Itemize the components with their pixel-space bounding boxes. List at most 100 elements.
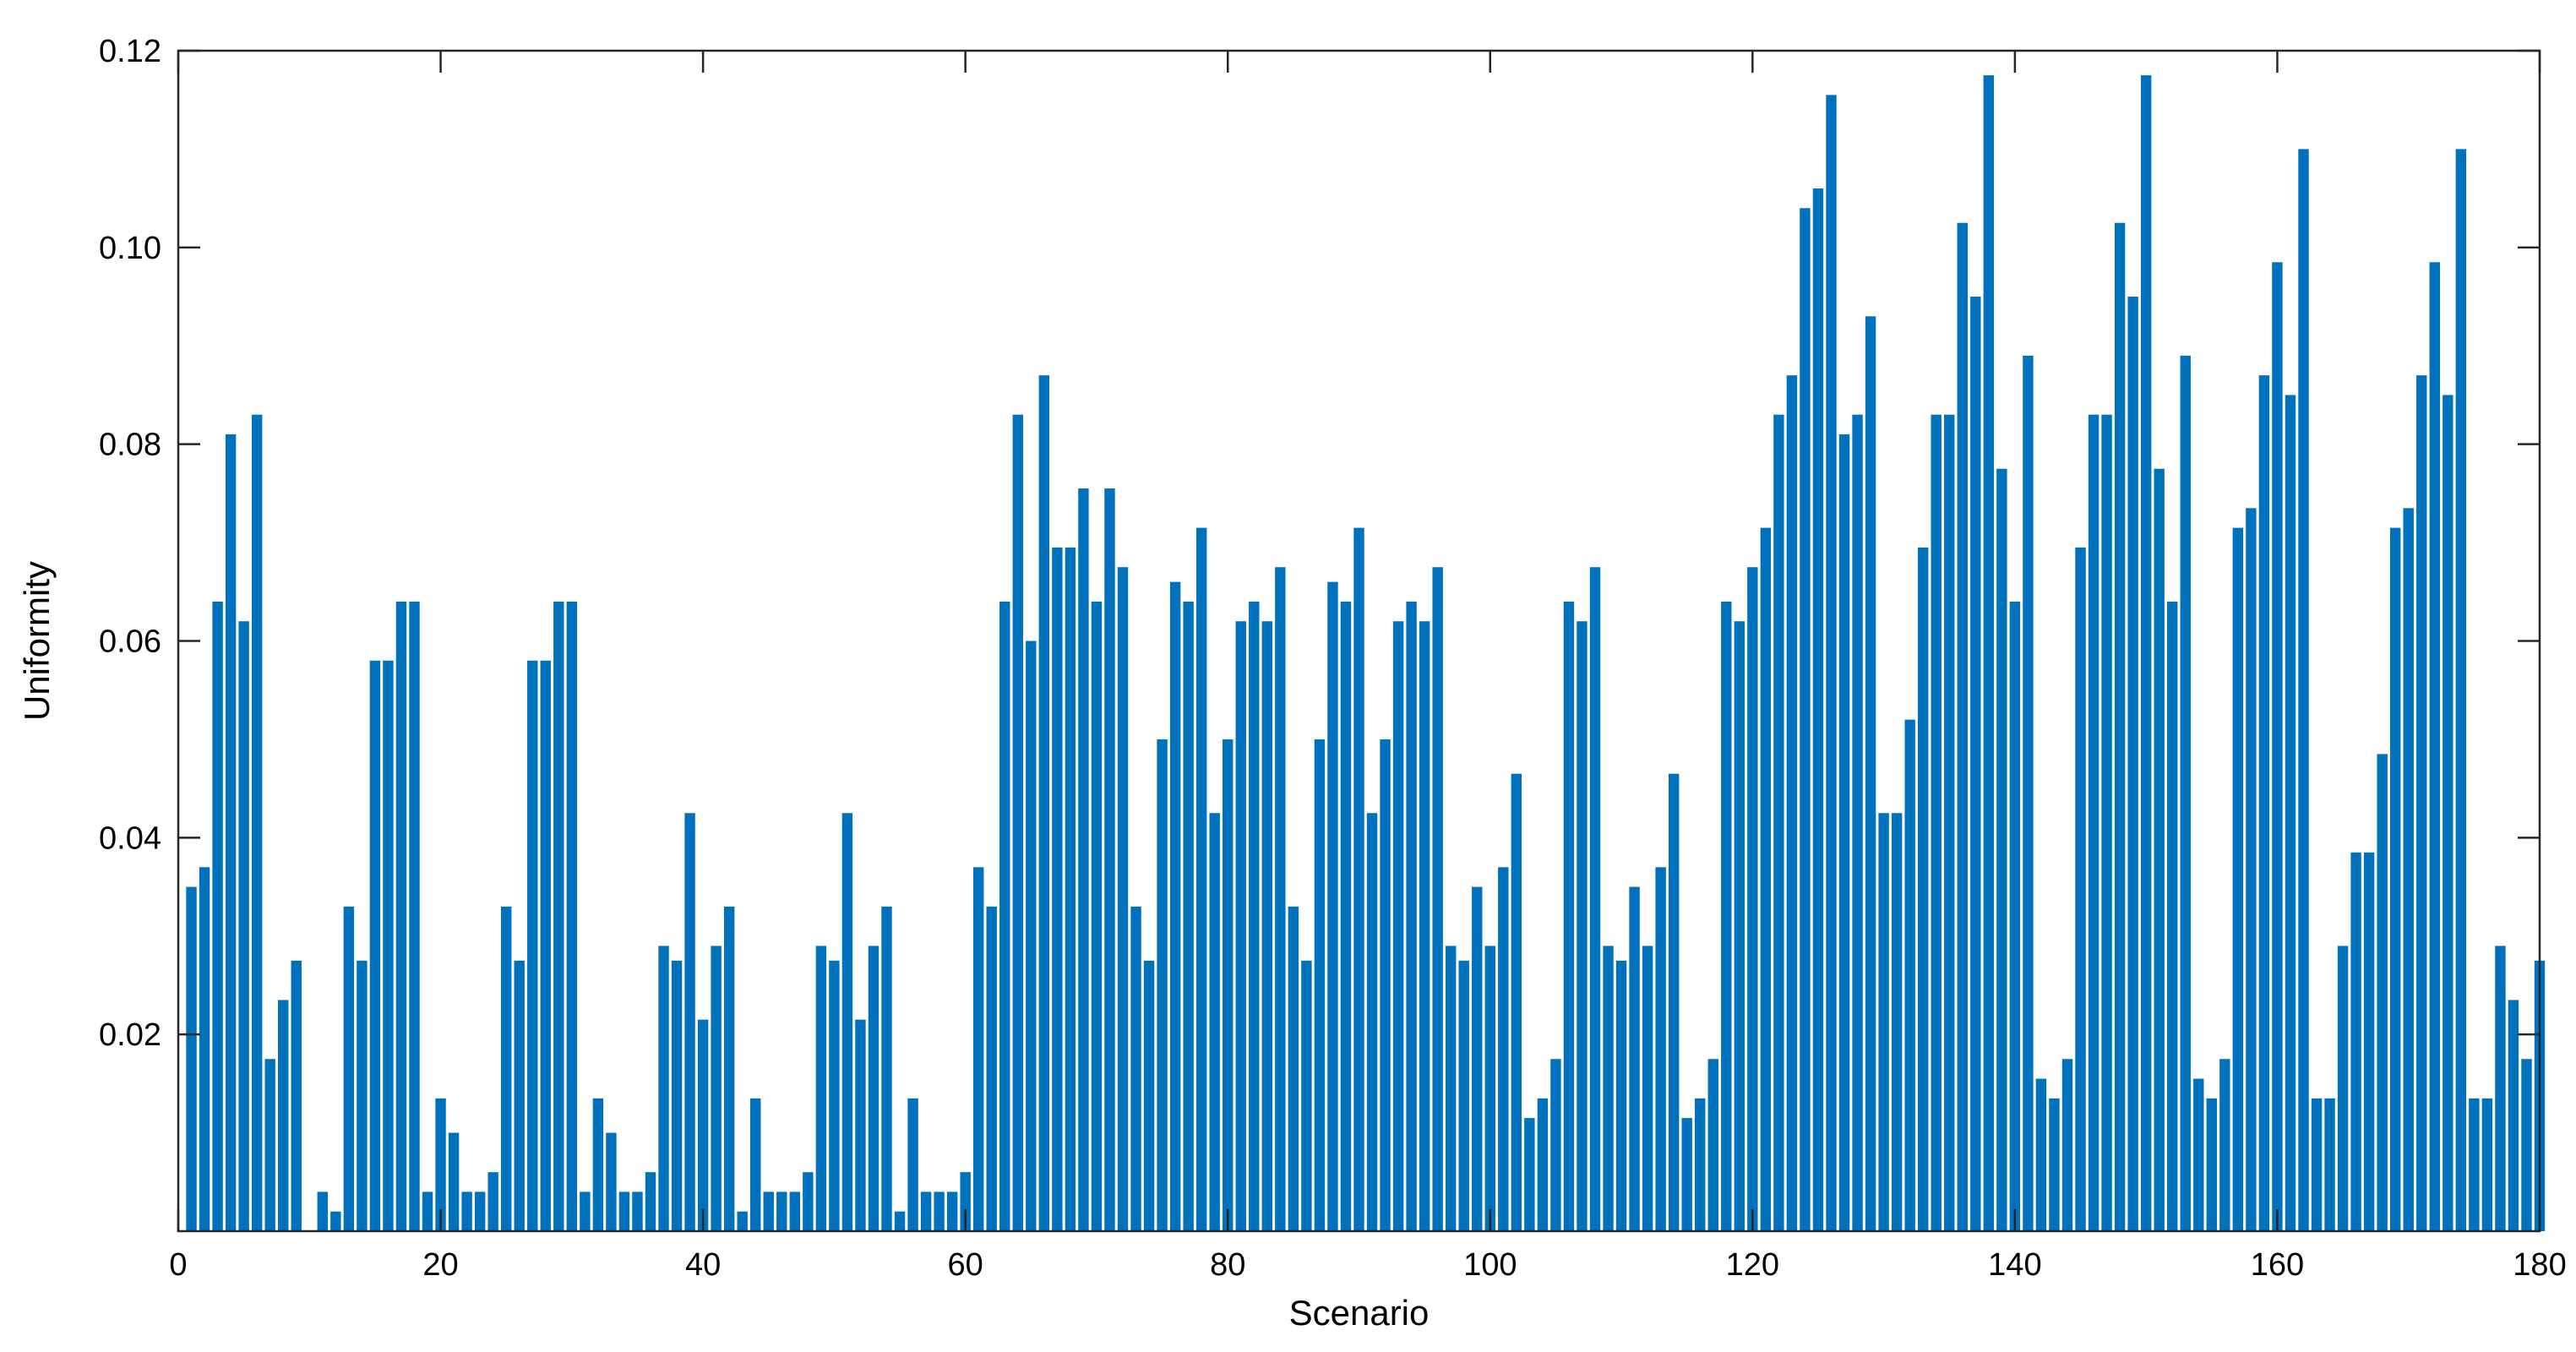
bar-scenario-30	[566, 601, 578, 1231]
x-tick-label: 100	[1463, 1247, 1517, 1283]
bar-scenario-146	[2088, 414, 2099, 1231]
bar-scenario-98	[1458, 960, 1469, 1231]
bar-scenario-78	[1195, 527, 1207, 1231]
bar-scenario-106	[1563, 601, 1575, 1231]
y-tick-label: 0.10	[99, 231, 161, 266]
bar-scenario-123	[1786, 375, 1798, 1231]
bar-scenario-11	[317, 1191, 329, 1231]
bar-scenario-112	[1642, 946, 1653, 1231]
bar-scenario-46	[776, 1191, 787, 1231]
bar-scenario-54	[881, 906, 892, 1231]
y-axis-label: Uniformity	[17, 561, 57, 721]
bar-scenario-65	[1026, 641, 1037, 1231]
bar-scenario-68	[1065, 547, 1076, 1231]
bar-scenario-32	[592, 1098, 604, 1231]
bar-scenario-95	[1419, 621, 1430, 1231]
bar-scenario-23	[474, 1191, 486, 1231]
bar-scenario-45	[763, 1191, 774, 1231]
bar-scenario-84	[1275, 567, 1286, 1231]
bar-scenario-178	[2508, 1000, 2519, 1231]
bar-scenario-86	[1301, 960, 1312, 1231]
bar-scenario-44	[750, 1098, 761, 1231]
bar-scenario-48	[803, 1172, 814, 1231]
bar-scenario-40	[697, 1019, 709, 1231]
bar-scenario-28	[540, 660, 551, 1231]
bar-scenario-70	[1091, 601, 1103, 1231]
bar-scenario-99	[1472, 886, 1483, 1231]
bar-scenario-4	[225, 434, 237, 1231]
bar-scenario-156	[2219, 1059, 2230, 1231]
bar-scenario-153	[2180, 355, 2191, 1231]
bar-scenario-69	[1078, 488, 1089, 1231]
bar-scenario-19	[422, 1191, 433, 1231]
bar-scenario-72	[1117, 567, 1129, 1231]
bar-scenario-107	[1577, 621, 1588, 1231]
bar-scenario-26	[514, 960, 525, 1231]
bar-scenario-90	[1353, 527, 1364, 1231]
x-tick-label: 40	[685, 1247, 721, 1283]
bar-scenario-92	[1380, 739, 1391, 1231]
bar-scenario-122	[1773, 414, 1784, 1231]
bar-scenario-16	[383, 660, 394, 1231]
bar-scenario-165	[2337, 946, 2349, 1231]
bar-scenario-67	[1052, 547, 1063, 1231]
bar-scenario-49	[815, 946, 827, 1231]
bar-scenario-108	[1589, 567, 1601, 1231]
bar-scenario-21	[448, 1132, 460, 1231]
bar-scenario-139	[1996, 468, 2007, 1231]
bar-scenario-29	[553, 601, 564, 1231]
x-tick-label: 0	[169, 1247, 187, 1283]
bar-scenario-117	[1707, 1059, 1718, 1231]
bar-scenario-12	[330, 1211, 341, 1231]
bar-scenario-14	[357, 960, 368, 1231]
bar-scenario-148	[2114, 222, 2126, 1232]
bar-scenario-161	[2285, 395, 2296, 1232]
bar-scenario-163	[2311, 1098, 2323, 1231]
bar-scenario-91	[1366, 813, 1378, 1231]
bar-scenario-131	[1891, 813, 1903, 1231]
bar-scenario-166	[2350, 852, 2361, 1231]
bar-scenario-42	[723, 906, 735, 1231]
bar-scenario-83	[1261, 621, 1273, 1231]
bar-scenario-128	[1852, 414, 1863, 1231]
bars-layer	[186, 75, 2546, 1232]
y-tick-label: 0.08	[99, 428, 161, 463]
bar-scenario-20	[435, 1098, 446, 1231]
bar-scenario-154	[2193, 1078, 2204, 1231]
y-tick-label: 0.12	[99, 34, 161, 69]
bar-scenario-140	[2009, 601, 2021, 1231]
bar-scenario-151	[2154, 468, 2165, 1231]
bar-scenario-137	[1970, 297, 1981, 1231]
bar-scenario-5	[238, 621, 249, 1231]
bar-scenario-73	[1130, 906, 1141, 1231]
bar-scenario-120	[1747, 567, 1758, 1231]
y-tick-label: 0.06	[99, 624, 161, 660]
y-tick-label: 0.04	[99, 820, 161, 856]
bar-scenario-160	[2272, 262, 2283, 1231]
bar-scenario-36	[645, 1172, 656, 1231]
bar-scenario-64	[1012, 414, 1023, 1231]
bar-scenario-119	[1734, 621, 1745, 1231]
bar-scenario-41	[711, 946, 722, 1231]
bar-scenario-169	[2389, 527, 2401, 1231]
bar-scenario-141	[2023, 355, 2034, 1231]
bar-scenario-80	[1223, 739, 1234, 1231]
bar-scenario-37	[658, 946, 669, 1231]
bar-scenario-105	[1550, 1059, 1561, 1231]
bar-scenario-3	[212, 601, 223, 1231]
bar-scenario-111	[1629, 886, 1640, 1231]
bar-scenario-143	[2049, 1098, 2060, 1231]
bar-scenario-39	[684, 813, 695, 1231]
bar-scenario-103	[1524, 1118, 1535, 1231]
bar-scenario-130	[1878, 813, 1889, 1231]
bar-scenario-115	[1681, 1118, 1692, 1231]
bar-scenario-55	[894, 1211, 906, 1231]
bar-scenario-56	[907, 1098, 918, 1231]
bar-scenario-110	[1615, 960, 1627, 1231]
bar-scenario-101	[1498, 867, 1509, 1231]
x-tick-label: 80	[1210, 1247, 1245, 1283]
bar-scenario-104	[1537, 1098, 1549, 1231]
bar-scenario-114	[1668, 773, 1680, 1231]
bar-scenario-142	[2035, 1078, 2047, 1231]
